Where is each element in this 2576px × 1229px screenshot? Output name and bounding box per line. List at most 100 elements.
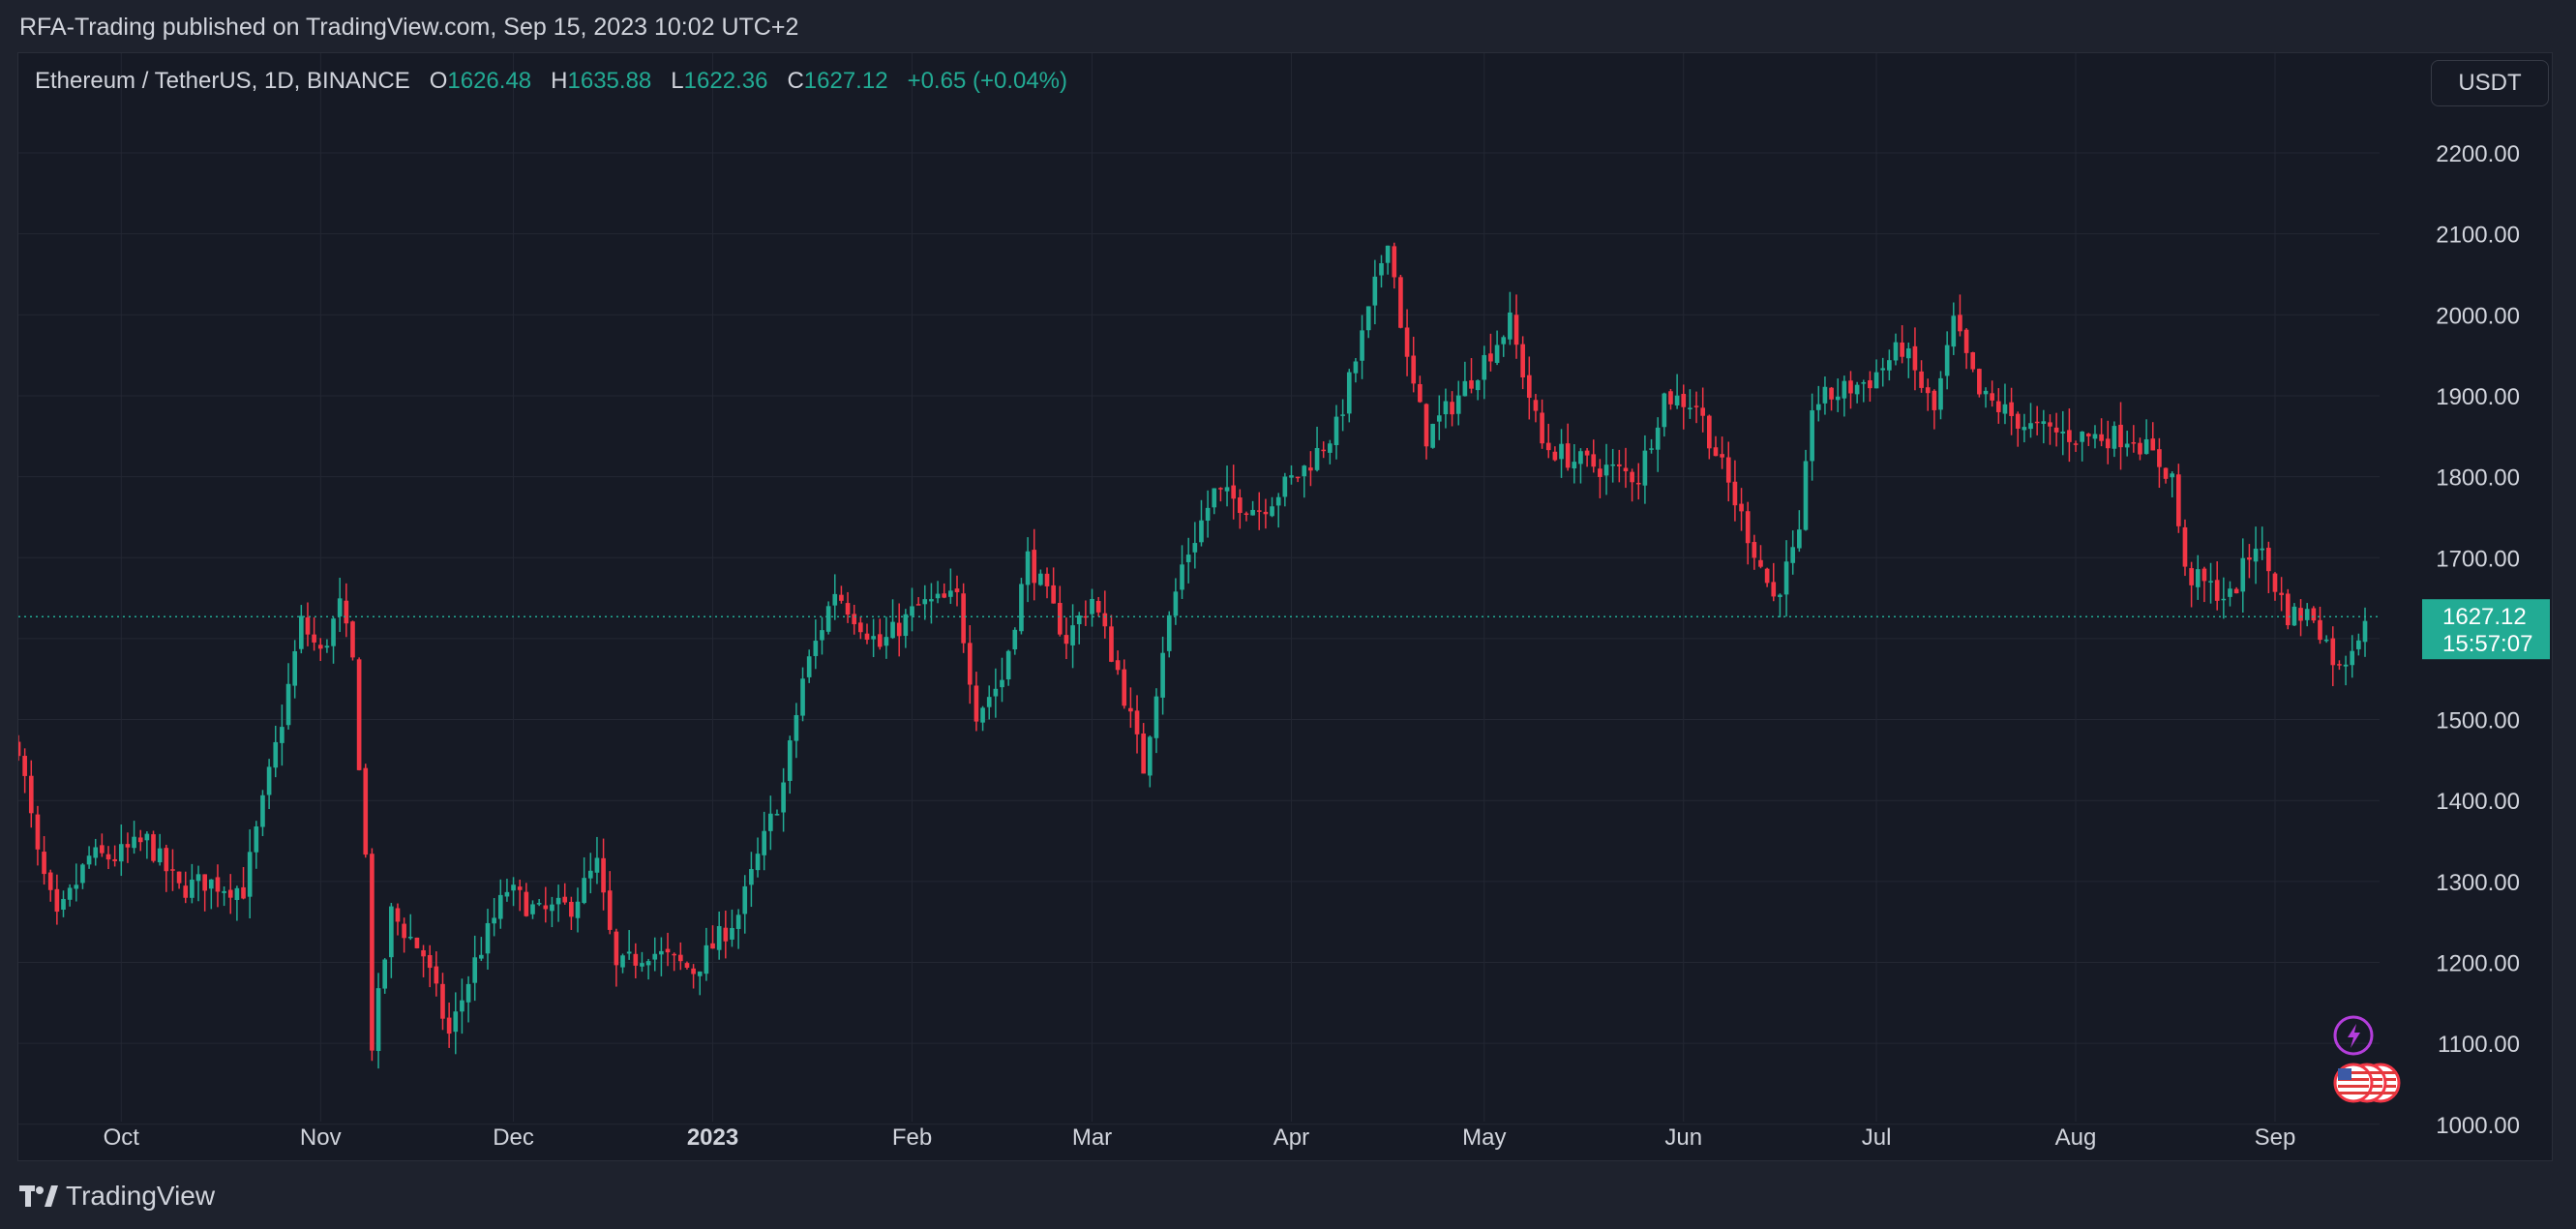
candle-body [1418, 383, 1423, 403]
footer-brand-name: TradingView [66, 1181, 216, 1211]
candle-body [710, 943, 715, 949]
candle-body [2182, 526, 2188, 567]
candle-body [2099, 434, 2104, 441]
candle-body [137, 837, 143, 843]
candle-body [1379, 263, 1384, 276]
candle-body [1958, 315, 1962, 332]
candle-body [2291, 606, 2297, 626]
candle-body [375, 988, 381, 1052]
candle-body [312, 634, 316, 643]
candle-body [967, 643, 973, 685]
candle-body [305, 617, 311, 635]
candle-body [299, 615, 304, 649]
high-value: 1635.88 [567, 68, 652, 94]
candle-body [1513, 315, 1519, 345]
candle-body [453, 1011, 459, 1033]
candlestick-chart[interactable]: 1000.00 1100.00 1200.00 1300.00 1400.00 1500.… [18, 53, 2553, 1161]
candle-body [774, 814, 780, 816]
x-tick-label: Dec [493, 1124, 534, 1151]
candle-body [1411, 355, 1417, 384]
candle-body [1160, 652, 1165, 698]
candle-body [1635, 482, 1641, 485]
candle-body [1803, 461, 1809, 530]
y-tick-label: 1000.00 [2436, 1113, 2520, 1139]
candle-body [2233, 588, 2239, 594]
candle-body [2247, 556, 2252, 560]
x-tick-label: Jun [1664, 1124, 1702, 1151]
candle-body [684, 963, 690, 969]
y-tick-label: 1500.00 [2436, 708, 2520, 734]
candle-body [1835, 396, 1841, 401]
flag-stripe [2338, 1071, 2369, 1074]
y-tick-label: 1200.00 [2436, 951, 2520, 977]
candle-body [1662, 393, 1667, 428]
candle-body [18, 741, 21, 757]
candle-body [1308, 467, 1313, 471]
candle-body [768, 813, 773, 831]
candle-body [1732, 481, 1738, 506]
candle-body [1533, 400, 1539, 411]
candle-body [1944, 345, 1950, 376]
candle-body [1012, 629, 1018, 650]
candle-body [954, 588, 960, 592]
open-value: 1626.48 [447, 68, 532, 94]
symbol-info[interactable]: Ethereum / TetherUS, 1D, BINANCE [35, 68, 410, 94]
candle-body [517, 886, 523, 890]
candle-body [492, 917, 496, 924]
candle-body [234, 887, 240, 901]
candle-body [2214, 580, 2220, 601]
currency-unit-button[interactable]: USDT [2431, 60, 2549, 106]
candle-body [337, 598, 343, 617]
candle-body [594, 857, 600, 873]
candle-body [1153, 696, 1159, 738]
candle-body [74, 884, 79, 889]
candle-body [1488, 353, 1493, 362]
candle-body [1925, 387, 1931, 394]
candle-body [1545, 442, 1551, 451]
candle-body [1141, 733, 1146, 774]
candle-body [1469, 380, 1474, 389]
candle-body [620, 955, 625, 968]
candle-body [176, 871, 182, 884]
candle-body [607, 890, 613, 930]
candle-body [1668, 391, 1673, 405]
candle-body [1404, 327, 1410, 357]
y-tick-label: 2100.00 [2436, 223, 2520, 249]
candle-body [1360, 330, 1364, 361]
candle-body [1263, 511, 1269, 515]
candle-body [170, 869, 175, 871]
candle-body [640, 963, 644, 967]
candle-body [2195, 569, 2201, 587]
candle-body [1450, 402, 1454, 415]
candle-body [1090, 598, 1094, 614]
candle-body [61, 898, 66, 911]
symbol-legend: Ethereum / TetherUS, 1D, BINANCE O1626.4… [35, 68, 1067, 95]
candle-body [440, 983, 445, 1019]
candle-body [222, 890, 226, 893]
candle-body [730, 927, 734, 940]
candle-body [1681, 394, 1687, 407]
candle-body [2272, 573, 2278, 592]
candle-body [915, 604, 921, 606]
candle-body [1185, 555, 1191, 562]
candle-body [2105, 438, 2111, 449]
candle-body [1963, 329, 1969, 353]
footer-brand[interactable]: TradingView [19, 1177, 215, 1215]
chart-frame[interactable]: 1000.00 1100.00 1200.00 1300.00 1400.00 1500.… [17, 52, 2553, 1161]
candle-body [1025, 551, 1031, 585]
candle-body [697, 971, 703, 976]
candle-body [569, 901, 574, 917]
candle-body [755, 854, 761, 871]
candle-body [1083, 615, 1089, 618]
candle-body [105, 854, 111, 860]
candle-body [723, 927, 729, 942]
candle-body [1520, 344, 1525, 378]
y-tick-label: 1300.00 [2436, 870, 2520, 896]
candle-body [659, 950, 664, 955]
candle-body [555, 897, 561, 905]
candle-body [363, 767, 369, 855]
candle-body [112, 858, 117, 861]
candle-body [54, 888, 60, 913]
candle-body [1385, 245, 1391, 263]
candle-body [1224, 487, 1230, 492]
